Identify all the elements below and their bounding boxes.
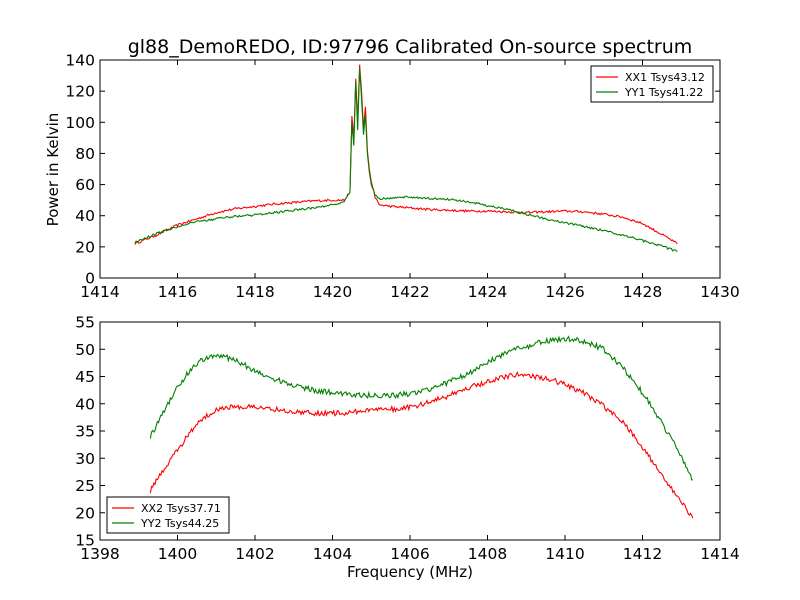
bottom-y-tick-label: 55 xyxy=(75,314,95,332)
bottom-legend-label-2: YY2 Tsys44.25 xyxy=(140,517,219,530)
bottom-legend-label-1: XX2 Tsys37.71 xyxy=(141,502,221,515)
bottom-series-line-2 xyxy=(149,335,693,481)
bottom-x-tick-label: 1402 xyxy=(235,545,274,563)
bottom-y-tick-label: 30 xyxy=(75,450,95,468)
top-x-tick-label: 1418 xyxy=(235,283,274,301)
top-x-tick-label: 1414 xyxy=(80,283,119,301)
top-y-tick-label: 0 xyxy=(85,270,95,288)
bottom-x-axis-label: Frequency (MHz) xyxy=(347,563,473,581)
bottom-x-tick-label: 1398 xyxy=(80,545,119,563)
bottom-y-tick-label: 20 xyxy=(75,504,95,522)
bottom-y-tick-label: 50 xyxy=(75,341,95,359)
bottom-x-tick-label: 1406 xyxy=(390,545,429,563)
top-x-tick-label: 1426 xyxy=(545,283,584,301)
top-x-tick-label: 1422 xyxy=(390,283,429,301)
bottom-x-tick-label: 1404 xyxy=(313,545,352,563)
top-legend-box xyxy=(590,65,714,103)
bottom-x-tick-label: 1400 xyxy=(158,545,197,563)
top-legend: XX1 Tsys43.12 YY1 Tsys41.22 xyxy=(590,65,714,103)
top-y-tick-label: 60 xyxy=(75,176,95,194)
top-y-tick-label: 140 xyxy=(65,52,95,70)
bottom-y-tick-label: 15 xyxy=(75,532,95,550)
top-x-tick-label: 1428 xyxy=(623,283,662,301)
bottom-spectrum-plot: 1398 1400 1402 1404 1406 1408 1410 1412 1414 15 20… xyxy=(75,314,739,564)
top-y-tick-label: 40 xyxy=(75,207,95,225)
top-spectrum-plot: 1414 1416 1418 1420 1422 1424 1426 1428 1430 0 20 4… xyxy=(65,52,739,302)
top-y-tick-label: 100 xyxy=(65,114,95,132)
figure-title: gl88_DemoREDO, ID:97796 Calibrated On-so… xyxy=(128,36,693,58)
top-y-axis-label: Power in Kelvin xyxy=(44,113,62,227)
bottom-x-tick-label: 1408 xyxy=(468,545,507,563)
bottom-y-tick-label: 25 xyxy=(75,477,95,495)
top-x-tick-label: 1416 xyxy=(158,283,197,301)
bottom-x-tick-label: 1412 xyxy=(623,545,662,563)
bottom-y-tick-label: 35 xyxy=(75,423,95,441)
bottom-y-tick-label: 40 xyxy=(75,395,95,413)
bottom-legend-box xyxy=(106,496,230,534)
bottom-y-tick-label: 45 xyxy=(75,368,95,386)
top-series-line-2 xyxy=(134,67,678,252)
top-legend-label-2: YY1 Tsys41.22 xyxy=(624,86,703,99)
top-series-line-1 xyxy=(134,64,678,245)
top-x-tick-label: 1424 xyxy=(468,283,507,301)
top-x-tick-label: 1420 xyxy=(313,283,352,301)
top-y-tick-label: 120 xyxy=(65,83,95,101)
top-y-tick-label: 80 xyxy=(75,145,95,163)
top-y-tick-label: 20 xyxy=(75,238,95,256)
top-x-tick-label: 1430 xyxy=(700,283,739,301)
top-legend-label-1: XX1 Tsys43.12 xyxy=(625,71,705,84)
bottom-x-tick-label: 1410 xyxy=(545,545,584,563)
bottom-legend: XX2 Tsys37.71 YY2 Tsys44.25 xyxy=(106,496,230,534)
bottom-series-line-1 xyxy=(149,370,694,519)
bottom-x-tick-label: 1414 xyxy=(700,545,739,563)
